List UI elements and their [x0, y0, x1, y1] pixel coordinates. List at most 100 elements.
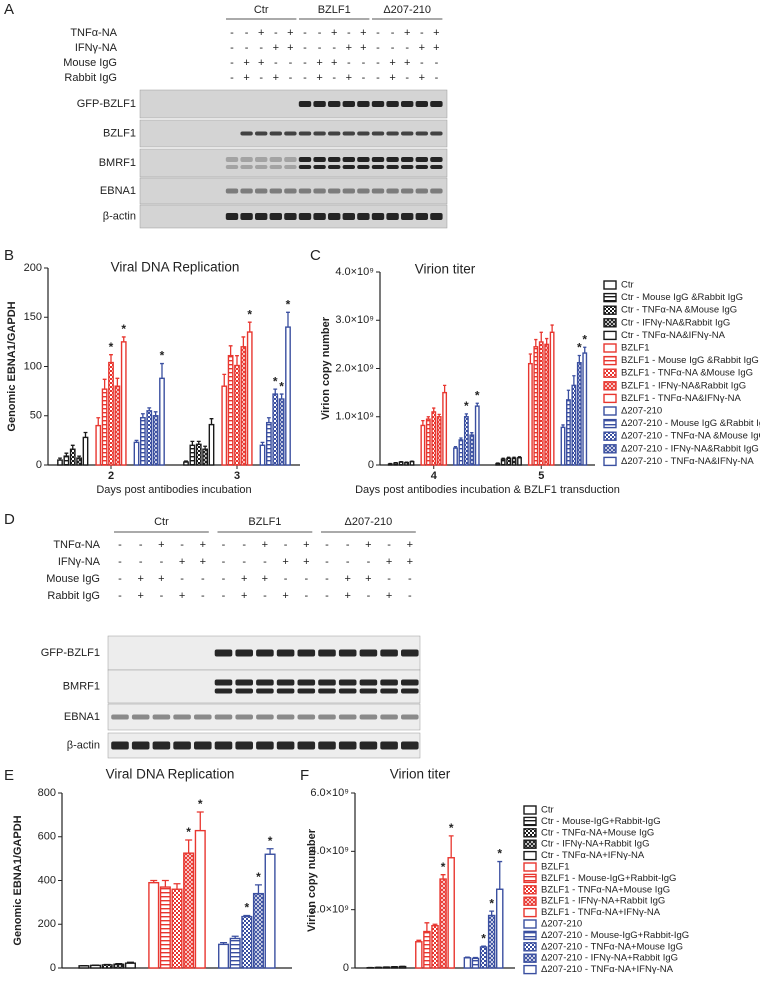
- sign: +: [404, 27, 410, 39]
- legend-swatch: [523, 907, 537, 918]
- bar: [265, 421, 272, 466]
- legend-label: BZLF1 - TNFα-NA&IFNγ-NA: [621, 393, 742, 404]
- band: [214, 741, 233, 750]
- bar: [495, 462, 501, 466]
- legend-swatch: [523, 862, 537, 872]
- band: [225, 165, 239, 169]
- panel-label: C: [310, 247, 321, 264]
- band: [256, 741, 274, 750]
- condition-label: IFNγ-NA: [75, 42, 118, 54]
- bar: [108, 361, 114, 466]
- band: [338, 679, 357, 686]
- bar: [538, 341, 544, 466]
- bar: [487, 914, 496, 969]
- sign: +: [433, 42, 439, 54]
- chart-title: Viral DNA Replication: [106, 767, 235, 782]
- y-tick-label: 200: [38, 918, 56, 930]
- bar: [148, 881, 160, 969]
- bar: [453, 447, 458, 466]
- error-bar: [528, 353, 533, 364]
- sign: +: [316, 72, 322, 84]
- band: [276, 741, 295, 750]
- band: [298, 157, 312, 162]
- band: [298, 213, 312, 220]
- bar: [544, 343, 550, 466]
- band: [254, 165, 268, 169]
- legend-swatch: [523, 964, 537, 975]
- band: [380, 649, 398, 657]
- band: [359, 688, 378, 694]
- bar: [439, 878, 447, 969]
- band: [359, 714, 378, 720]
- significance: *: [109, 340, 114, 354]
- sign: -: [376, 42, 380, 54]
- blot-label: EBNA1: [100, 185, 136, 197]
- band: [284, 213, 297, 220]
- error-bar: [266, 417, 271, 423]
- y-tick-label: 0: [36, 459, 42, 471]
- significance: *: [279, 379, 284, 393]
- sign: +: [258, 57, 264, 69]
- band: [254, 188, 268, 194]
- band: [276, 679, 295, 686]
- sign: -: [367, 556, 371, 568]
- bar: [264, 853, 276, 969]
- band: [430, 165, 443, 169]
- band: [430, 213, 443, 220]
- band: [327, 213, 341, 220]
- sign: -: [347, 57, 351, 69]
- band: [297, 649, 316, 657]
- band: [386, 165, 399, 169]
- band: [327, 165, 341, 169]
- sign: -: [362, 57, 366, 69]
- significance: *: [198, 797, 203, 811]
- band: [214, 679, 233, 686]
- legend-swatch: [603, 318, 617, 328]
- band: [359, 741, 378, 750]
- legend-label: Ctr - IFNγ-NA+Rabbit IgG: [541, 839, 649, 850]
- group-label: Ctr: [254, 4, 269, 16]
- band: [342, 101, 356, 107]
- error-bar: [473, 956, 478, 959]
- legend-swatch: [603, 431, 617, 441]
- bar: [415, 941, 423, 969]
- legend-label: Ctr: [541, 805, 554, 816]
- error-bar: [475, 402, 479, 407]
- bar: [183, 852, 195, 969]
- sign: -: [263, 556, 267, 568]
- y-tick-label: 400: [38, 874, 56, 886]
- legend-label: BZLF1: [621, 343, 650, 354]
- band: [318, 714, 336, 720]
- bar: [278, 398, 285, 466]
- sign: -: [230, 72, 234, 84]
- bar: [183, 461, 189, 466]
- legend-label: Δ207-210 - IFNγ-NA&Rabbit IgG: [621, 443, 759, 454]
- bar: [393, 462, 399, 466]
- error-bar: [231, 935, 239, 939]
- error-bar: [161, 879, 169, 888]
- sign: +: [262, 573, 268, 585]
- group-label: BZLF1: [318, 4, 351, 16]
- group-label: BZLF1: [248, 516, 281, 528]
- bar: [159, 886, 171, 969]
- sign: -: [245, 42, 249, 54]
- band: [240, 213, 253, 220]
- band: [400, 188, 414, 194]
- blot-strip: [139, 89, 448, 119]
- sign: +: [273, 72, 279, 84]
- band: [380, 714, 398, 720]
- error-bar: [512, 456, 516, 459]
- bar: [474, 405, 480, 466]
- error-bar: [150, 879, 158, 883]
- bar: [425, 418, 431, 466]
- band: [313, 188, 326, 194]
- band: [269, 188, 283, 194]
- significance: *: [489, 896, 494, 910]
- sign: -: [387, 539, 391, 551]
- bar: [218, 943, 230, 969]
- blot-label: EBNA1: [64, 711, 100, 723]
- error-bar: [440, 874, 446, 880]
- error-bar: [126, 961, 134, 964]
- legend-label: BZLF1: [541, 862, 570, 873]
- error-bar: [432, 407, 436, 412]
